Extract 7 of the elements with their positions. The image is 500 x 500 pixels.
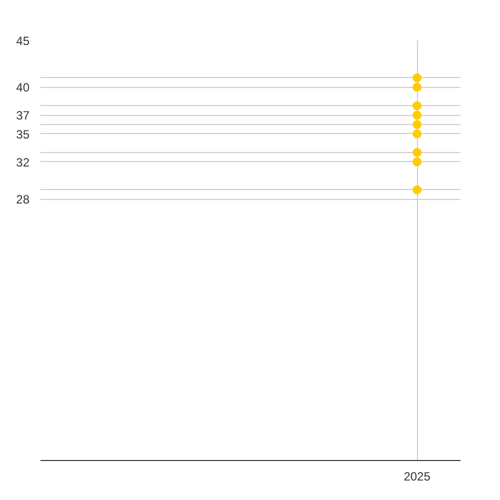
y-tick-label: 28 bbox=[16, 192, 30, 207]
y-tick-label: 35 bbox=[16, 127, 30, 142]
y-tick-label: 37 bbox=[16, 108, 30, 123]
y-tick-label: 40 bbox=[16, 80, 30, 95]
y-tick-label: 45 bbox=[16, 34, 30, 48]
y-tick-label: 32 bbox=[16, 155, 30, 170]
x-tick-label: 2025 bbox=[404, 470, 431, 484]
